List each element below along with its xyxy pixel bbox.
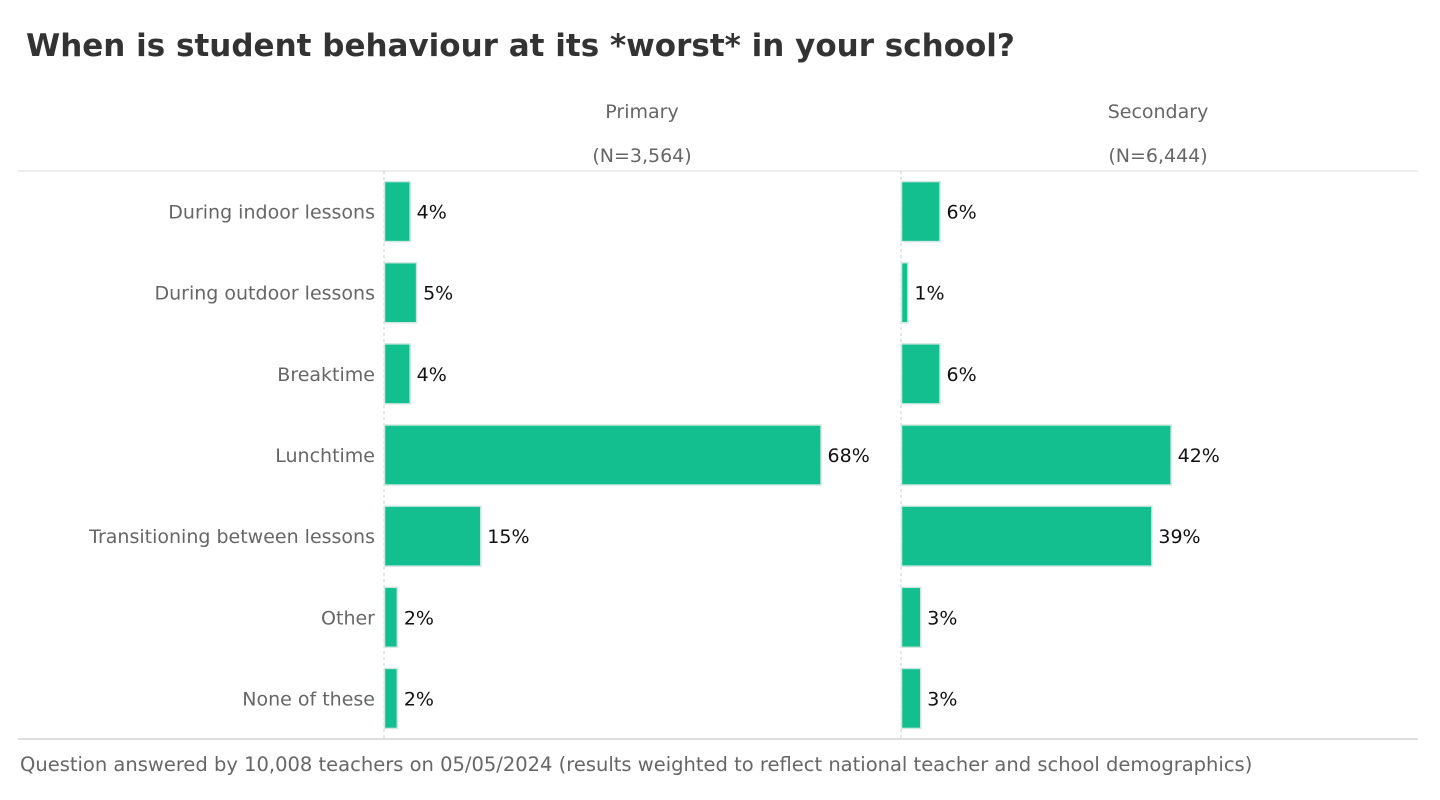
category-label: During outdoor lessons (154, 283, 375, 305)
bar-secondary-6 (900, 667, 922, 730)
category-label: Transitioning between lessons (88, 526, 375, 548)
data-label: 4% (417, 364, 447, 386)
panel-n-secondary: (N=6,444) (1108, 145, 1207, 167)
footnote: Question answered by 10,008 teachers on … (20, 753, 1253, 776)
panel-n-primary: (N=3,564) (592, 145, 691, 167)
data-label: 68% (828, 445, 870, 467)
data-label: 3% (927, 607, 957, 629)
data-label: 4% (417, 202, 447, 224)
data-label: 6% (947, 364, 977, 386)
bar-primary-5 (383, 586, 399, 649)
bar-secondary-3 (900, 424, 1172, 486)
bar-primary-3 (383, 424, 822, 486)
bar-primary-2 (383, 343, 411, 405)
chart-title: When is student behaviour at its *worst*… (26, 28, 1015, 64)
category-label: None of these (242, 688, 375, 710)
panel-title-secondary: Secondary (1108, 101, 1209, 123)
data-label: 39% (1158, 526, 1200, 548)
data-label: 3% (927, 688, 957, 710)
data-label: 2% (404, 688, 434, 710)
bar-secondary-0 (900, 180, 941, 243)
bar-primary-0 (383, 180, 411, 243)
bar-primary-6 (383, 667, 399, 730)
category-label: Other (321, 607, 375, 629)
data-label: 1% (914, 283, 944, 305)
panel-title-primary: Primary (605, 101, 678, 123)
category-label: Breaktime (277, 364, 375, 386)
data-label: 6% (947, 202, 977, 224)
bar-secondary-5 (900, 586, 922, 649)
category-label: Lunchtime (275, 445, 375, 467)
bar-secondary-1 (900, 261, 909, 324)
data-label: 15% (487, 526, 529, 548)
bar-secondary-2 (900, 343, 941, 405)
category-label: During indoor lessons (168, 202, 375, 224)
data-label: 2% (404, 607, 434, 629)
data-label: 42% (1178, 445, 1220, 467)
data-label: 5% (423, 283, 453, 305)
bar-primary-4 (383, 505, 482, 567)
bar-secondary-4 (900, 505, 1153, 567)
bar-primary-1 (383, 261, 418, 324)
